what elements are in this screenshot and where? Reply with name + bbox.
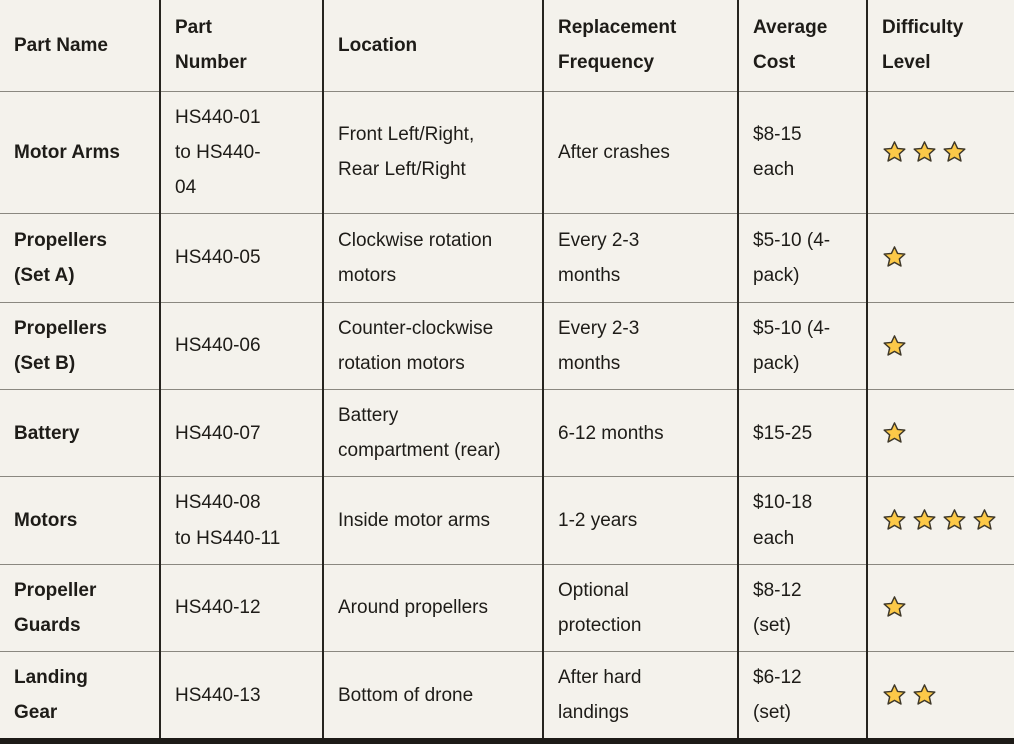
table-row: Propellers (Set B) HS440-06 Counter-cloc…: [0, 301, 1014, 390]
header-part-number: Part Number: [159, 0, 323, 91]
header-replacement-frequency: Replacement Frequency: [542, 0, 738, 91]
header-difficulty-level: Difficulty Level: [866, 0, 1014, 91]
star-icon: [883, 421, 906, 443]
cell-difficulty: [866, 90, 1014, 214]
star-icon: [943, 140, 966, 162]
star-icon: [883, 246, 906, 268]
cell-average-cost: $6-12 (set): [737, 651, 867, 742]
table-row: Motor Arms HS440-01 to HS440- 04 Front L…: [0, 90, 1014, 214]
cell-location: Bottom of drone: [322, 651, 543, 742]
star-icon: [883, 509, 906, 530]
difficulty-stars: [882, 421, 1000, 446]
header-average-cost: Average Cost: [737, 0, 867, 91]
cell-average-cost: $5-10 (4- pack): [737, 212, 867, 303]
cell-average-cost: $5-10 (4- pack): [737, 301, 867, 390]
difficulty-stars: [882, 508, 1000, 533]
cell-part-number: HS440-06: [159, 301, 323, 390]
cell-part-number: HS440-01 to HS440- 04: [159, 90, 323, 214]
cell-part-name: Motors: [0, 476, 160, 565]
star-icon: [973, 509, 996, 530]
star-icon: [883, 334, 906, 356]
star-icon: [883, 140, 906, 162]
cell-location: Around propellers: [322, 563, 543, 652]
cell-replacement-frequency: 1-2 years: [542, 476, 738, 565]
cell-location: Battery compartment (rear): [322, 389, 543, 477]
cell-replacement-frequency: Optional protection: [542, 563, 738, 652]
table-row: Propellers (Set A) HS440-05 Clockwise ro…: [0, 212, 1014, 303]
cell-part-number: HS440-13: [159, 651, 323, 742]
cell-replacement-frequency: Every 2-3 months: [542, 301, 738, 390]
cell-location: Inside motor arms: [322, 476, 543, 565]
cell-part-name: Landing Gear: [0, 651, 160, 742]
cell-difficulty: [866, 301, 1014, 390]
star-icon: [913, 683, 936, 705]
difficulty-stars: [882, 334, 1000, 359]
cell-part-name: Propeller Guards: [0, 563, 160, 652]
star-icon: [913, 140, 936, 162]
table-row: Propeller Guards HS440-12 Around propell…: [0, 563, 1014, 652]
cell-replacement-frequency: After hard landings: [542, 651, 738, 742]
header-row: Part Name Part Number Location Replaceme…: [0, 0, 1014, 91]
table-row: Landing Gear HS440-13 Bottom of drone Af…: [0, 651, 1014, 742]
star-icon: [913, 509, 936, 530]
cell-replacement-frequency: After crashes: [542, 90, 738, 214]
cell-part-name: Propellers (Set B): [0, 301, 160, 390]
star-icon: [943, 509, 966, 530]
cell-average-cost: $10-18 each: [737, 476, 867, 565]
cell-average-cost: $8-15 each: [737, 90, 867, 214]
cell-part-number: HS440-07: [159, 389, 323, 477]
header-location: Location: [322, 0, 543, 91]
cell-average-cost: $15-25: [737, 389, 867, 477]
star-icon: [883, 596, 906, 618]
cell-difficulty: [866, 563, 1014, 652]
difficulty-stars: [882, 683, 1000, 708]
cell-location: Front Left/Right, Rear Left/Right: [322, 90, 543, 214]
cell-difficulty: [866, 476, 1014, 565]
cell-difficulty: [866, 389, 1014, 477]
cell-average-cost: $8-12 (set): [737, 563, 867, 652]
cell-replacement-frequency: Every 2-3 months: [542, 212, 738, 303]
cell-part-number: HS440-08 to HS440-11: [159, 476, 323, 565]
difficulty-stars: [882, 595, 1000, 620]
star-icon: [883, 683, 906, 705]
header-part-name: Part Name: [14, 34, 108, 56]
cell-location: Counter-clockwise rotation motors: [322, 301, 543, 390]
cell-part-number: HS440-05: [159, 212, 323, 303]
cell-part-name: Motor Arms: [0, 90, 160, 214]
difficulty-stars: [882, 140, 1000, 165]
table-row: Battery HS440-07 Battery compartment (re…: [0, 389, 1014, 477]
cell-replacement-frequency: 6-12 months: [542, 389, 738, 477]
cell-location: Clockwise rotation motors: [322, 212, 543, 303]
cell-part-number: HS440-12: [159, 563, 323, 652]
cell-difficulty: [866, 212, 1014, 303]
cell-part-name: Battery: [0, 389, 160, 477]
table-row: Motors HS440-08 to HS440-11 Inside motor…: [0, 476, 1014, 565]
difficulty-stars: [882, 245, 1000, 270]
cell-part-name: Propellers (Set A): [0, 212, 160, 303]
cell-difficulty: [866, 651, 1014, 742]
